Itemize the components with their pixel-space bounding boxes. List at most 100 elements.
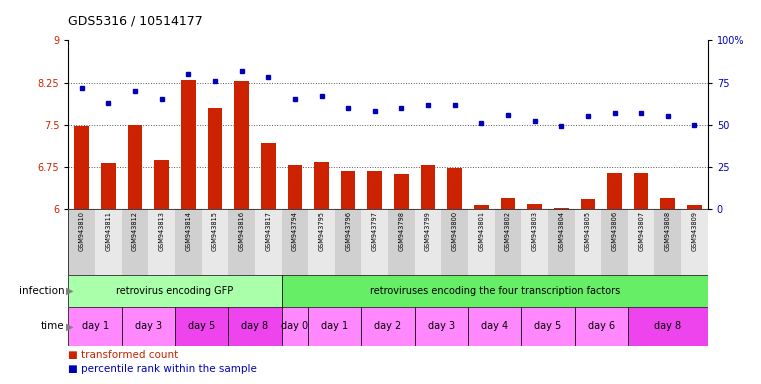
Text: day 1: day 1 [81, 321, 109, 331]
Text: GSM943803: GSM943803 [532, 211, 537, 251]
Bar [314, 162, 329, 209]
Text: ▶: ▶ [66, 286, 74, 296]
Bar [261, 143, 275, 209]
Text: GSM943817: GSM943817 [266, 211, 271, 251]
Text: GSM943815: GSM943815 [212, 211, 218, 251]
Bar [122, 209, 148, 275]
Bar [228, 307, 282, 346]
Text: GSM943801: GSM943801 [479, 211, 484, 251]
Text: day 5: day 5 [534, 321, 562, 331]
Text: infection: infection [19, 286, 65, 296]
Bar [68, 209, 95, 275]
Bar [68, 307, 122, 346]
Text: GSM943812: GSM943812 [132, 211, 138, 251]
Bar [468, 307, 521, 346]
Bar [415, 209, 441, 275]
Bar [175, 209, 202, 275]
Text: GSM943796: GSM943796 [345, 211, 351, 251]
Text: GSM943807: GSM943807 [638, 211, 644, 252]
Text: GSM943804: GSM943804 [559, 211, 564, 252]
Bar [468, 209, 495, 275]
Text: GSM943811: GSM943811 [106, 211, 111, 251]
Bar [308, 209, 335, 275]
Bar [122, 307, 175, 346]
Bar [282, 307, 308, 346]
Bar [527, 204, 542, 209]
Bar [208, 108, 222, 209]
Bar [95, 209, 122, 275]
Bar [282, 209, 308, 275]
Bar [335, 209, 361, 275]
Bar [128, 125, 142, 209]
Text: GSM943813: GSM943813 [159, 211, 164, 251]
Bar [554, 208, 568, 209]
Bar [474, 205, 489, 209]
Bar [154, 160, 169, 209]
Bar [628, 307, 708, 346]
Bar [202, 209, 228, 275]
Bar [687, 205, 702, 209]
Bar [521, 209, 548, 275]
Bar [548, 209, 575, 275]
Text: day 3: day 3 [135, 321, 162, 331]
Text: GSM943799: GSM943799 [425, 211, 431, 251]
Bar [581, 199, 595, 209]
Bar [75, 126, 89, 209]
Bar [495, 209, 521, 275]
Bar [101, 162, 116, 209]
Text: GSM943805: GSM943805 [585, 211, 591, 252]
Text: GSM943814: GSM943814 [186, 211, 191, 251]
Bar [601, 209, 628, 275]
Bar [575, 307, 628, 346]
Bar [175, 307, 228, 346]
Text: day 3: day 3 [428, 321, 455, 331]
Text: ■ transformed count: ■ transformed count [68, 350, 179, 360]
Text: GSM943798: GSM943798 [399, 211, 404, 251]
Bar [394, 174, 409, 209]
Text: GSM943794: GSM943794 [292, 211, 298, 251]
Text: GSM943800: GSM943800 [452, 211, 457, 252]
Text: day 8: day 8 [654, 321, 681, 331]
Bar [282, 275, 708, 307]
Bar [575, 209, 601, 275]
Text: GSM943797: GSM943797 [372, 211, 377, 251]
Bar [361, 307, 415, 346]
Text: GSM943806: GSM943806 [612, 211, 617, 252]
Bar [234, 81, 249, 209]
Text: day 5: day 5 [188, 321, 215, 331]
Bar [228, 209, 255, 275]
Text: GSM943808: GSM943808 [665, 211, 670, 252]
Bar [421, 166, 435, 209]
Text: day 2: day 2 [374, 321, 402, 331]
Bar [68, 275, 282, 307]
Bar [308, 307, 361, 346]
Bar [288, 166, 302, 209]
Bar [368, 171, 382, 209]
Bar [388, 209, 415, 275]
Text: GSM943795: GSM943795 [319, 211, 324, 251]
Text: day 1: day 1 [321, 321, 349, 331]
Bar [341, 171, 355, 209]
Bar [628, 209, 654, 275]
Text: GDS5316 / 10514177: GDS5316 / 10514177 [68, 15, 203, 28]
Text: GSM943810: GSM943810 [79, 211, 84, 251]
Text: retroviruses encoding the four transcription factors: retroviruses encoding the four transcrip… [370, 286, 619, 296]
Bar [521, 307, 575, 346]
Bar [501, 198, 515, 209]
Text: GSM943809: GSM943809 [692, 211, 697, 251]
Text: time: time [41, 321, 65, 331]
Text: GSM943816: GSM943816 [239, 211, 244, 251]
Bar [68, 209, 708, 275]
Bar [181, 80, 196, 209]
Bar [661, 198, 675, 209]
Bar [607, 173, 622, 209]
Text: day 6: day 6 [587, 321, 615, 331]
Text: GSM943802: GSM943802 [505, 211, 511, 252]
Text: day 8: day 8 [241, 321, 269, 331]
Text: ■ percentile rank within the sample: ■ percentile rank within the sample [68, 364, 257, 374]
Bar [681, 209, 708, 275]
Bar [148, 209, 175, 275]
Bar [255, 209, 282, 275]
Bar [415, 307, 468, 346]
Bar [447, 168, 462, 209]
